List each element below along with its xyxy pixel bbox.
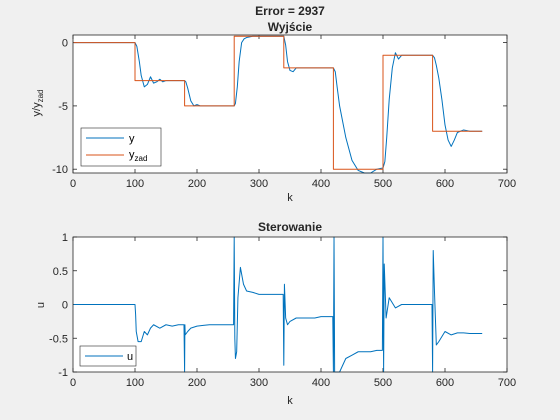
control-x-tick-label: 0 xyxy=(70,377,76,389)
output-y-tick-label: 0 xyxy=(62,38,68,50)
output-axes-box xyxy=(72,34,508,174)
output-x-tick-label: 700 xyxy=(498,178,516,190)
legend-label-yzad-sub: zad xyxy=(135,154,148,163)
output-y-axis-label-sub: zad xyxy=(36,90,45,103)
output-x-tick-label: 300 xyxy=(250,178,268,190)
control-axes: Sterowanie 0 100 200 300 400 500 600 700 1 0.5 0 -0… xyxy=(35,220,516,407)
control-x-axis-label: k xyxy=(287,395,293,407)
control-x-tick-label: 100 xyxy=(126,377,144,389)
output-ticks: 0 100 200 300 400 500 600 700 0 -5 -10 xyxy=(52,35,516,190)
output-y-axis-label: y/yzad xyxy=(31,90,45,117)
control-y-tick-label: 1 xyxy=(62,232,68,244)
output-x-tick-label: 0 xyxy=(70,178,76,190)
control-series-u xyxy=(73,236,483,373)
control-x-tick-label: 700 xyxy=(498,377,516,389)
control-plot-area xyxy=(73,237,507,372)
control-axes-box xyxy=(72,236,508,373)
output-y-tick-label: -5 xyxy=(58,101,68,113)
legend-label-yzad: yzad xyxy=(129,149,147,163)
control-x-tick-label: 500 xyxy=(374,377,392,389)
output-legend: y yzad xyxy=(80,127,162,167)
control-legend: u xyxy=(79,345,137,367)
control-x-tick-label: 200 xyxy=(188,377,206,389)
output-series-lines xyxy=(73,35,483,174)
control-chart-title: Sterowanie xyxy=(258,220,322,234)
output-x-tick-label: 600 xyxy=(436,178,454,190)
output-y-axis-label-main: y/y xyxy=(31,102,43,117)
legend-label-y-main: y xyxy=(129,133,135,145)
output-x-tick-label: 100 xyxy=(126,178,144,190)
control-series-lines xyxy=(73,236,483,373)
control-y-tick-label: -0.5 xyxy=(49,333,68,345)
control-x-tick-label: 600 xyxy=(436,377,454,389)
output-legend-box xyxy=(80,127,162,167)
legend-label-y: y xyxy=(129,133,135,145)
legend-label-yzad-main: y xyxy=(129,149,135,161)
output-x-tick-label: 400 xyxy=(312,178,330,190)
control-x-tick-label: 400 xyxy=(312,377,330,389)
output-x-tick-label: 500 xyxy=(374,178,392,190)
output-x-axis-label: k xyxy=(287,192,293,204)
output-chart-title: Wyjście xyxy=(268,20,313,34)
legend-label-u: u xyxy=(127,351,133,363)
output-series-yzad xyxy=(73,35,483,170)
control-y-tick-label: 0.5 xyxy=(53,266,68,278)
control-x-tick-label: 300 xyxy=(250,377,268,389)
control-y-tick-label: 0 xyxy=(62,300,68,312)
control-y-axis-label: u xyxy=(35,302,47,308)
control-y-tick-label: -1 xyxy=(58,367,68,379)
figure-supertitle: Error = 2937 xyxy=(255,4,325,18)
output-axes: Wyjście 0 100 200 300 400 500 600 700 0 -5 -10 k y… xyxy=(31,20,516,204)
output-x-tick-label: 200 xyxy=(188,178,206,190)
output-y-tick-label: -10 xyxy=(52,164,68,176)
control-ticks: 0 100 200 300 400 500 600 700 1 0.5 0 -0.5 -1 xyxy=(49,232,516,389)
